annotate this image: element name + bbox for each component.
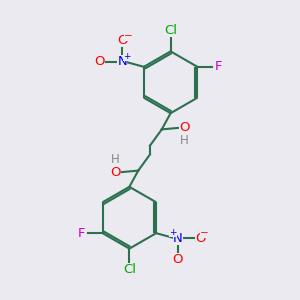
Text: O: O xyxy=(117,34,128,47)
Text: O: O xyxy=(95,55,105,68)
Text: N: N xyxy=(173,232,182,245)
Text: N: N xyxy=(118,55,127,68)
Text: O: O xyxy=(179,122,190,134)
Text: Cl: Cl xyxy=(123,263,136,276)
Text: H: H xyxy=(180,134,189,147)
Text: F: F xyxy=(78,227,85,240)
Text: +: + xyxy=(123,52,131,61)
Text: −: − xyxy=(200,228,209,238)
Text: O: O xyxy=(110,166,121,178)
Text: +: + xyxy=(169,228,177,237)
Text: O: O xyxy=(172,253,183,266)
Text: −: − xyxy=(124,31,133,41)
Text: F: F xyxy=(215,60,222,73)
Text: H: H xyxy=(111,153,120,166)
Text: Cl: Cl xyxy=(164,24,177,37)
Text: O: O xyxy=(195,232,205,245)
